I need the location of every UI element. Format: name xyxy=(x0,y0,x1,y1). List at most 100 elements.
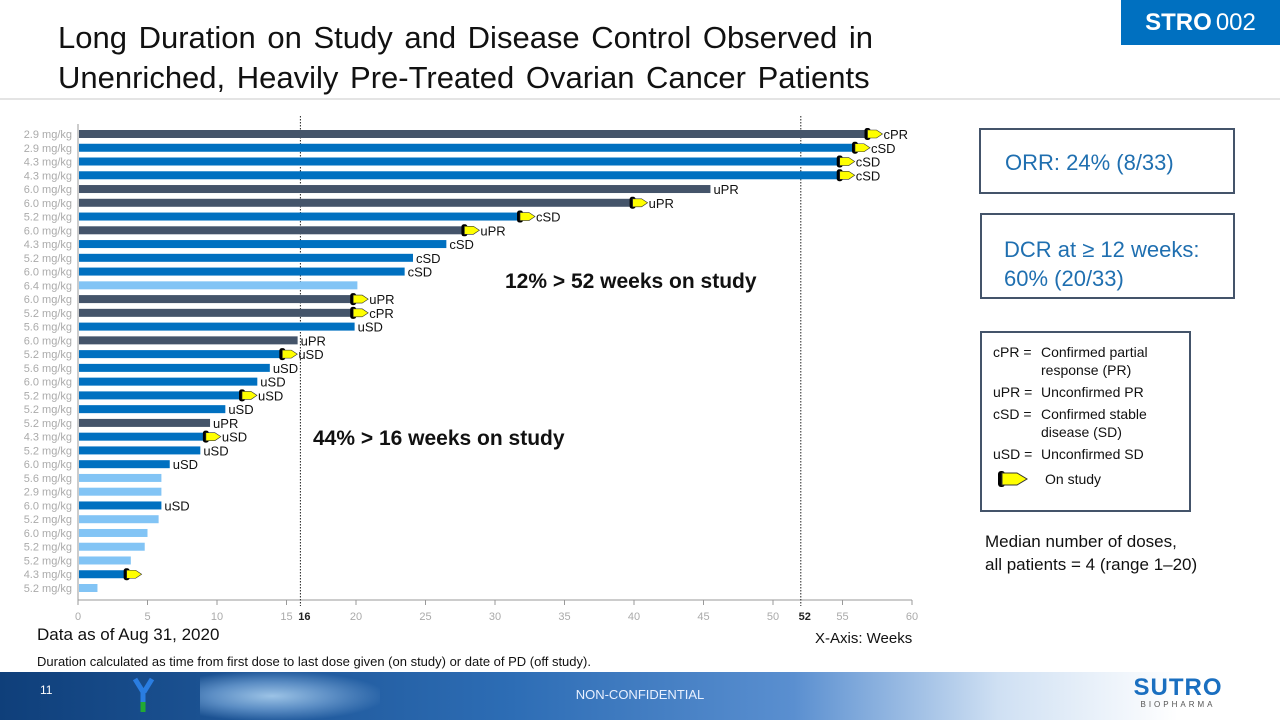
patient-bar xyxy=(79,130,868,138)
patient-bar xyxy=(79,487,162,496)
patient-bar xyxy=(79,405,226,414)
on-study-arrow-icon xyxy=(854,143,871,153)
dose-label: 6.0 mg/kg xyxy=(24,335,72,347)
median-line-2: all patients = 4 (range 1–20) xyxy=(985,555,1198,574)
orr-box: ORR: 24% (8/33) xyxy=(979,128,1235,194)
dose-label: 6.4 mg/kg xyxy=(24,280,72,292)
on-study-label: On study xyxy=(1045,471,1102,487)
legend-item-cpr: cPR = Confirmed partial response (PR) xyxy=(993,343,1189,379)
response-label: uSD xyxy=(203,443,228,458)
response-label: cSD xyxy=(856,168,881,183)
legend-key: cPR = xyxy=(993,344,1032,360)
antibody-icon xyxy=(132,677,155,712)
on-study-arrow-icon xyxy=(126,569,143,579)
response-label: uSD xyxy=(358,320,383,335)
dose-label: 5.2 mg/kg xyxy=(24,253,72,265)
patient-bar xyxy=(79,460,170,469)
patient-bar xyxy=(79,185,711,194)
title-line-1: Long Duration on Study and Disease Contr… xyxy=(58,20,873,55)
patient-bar xyxy=(79,350,283,359)
patient-bar xyxy=(79,143,856,152)
dose-label: 5.6 mg/kg xyxy=(24,322,72,334)
response-label: uSD xyxy=(222,430,247,445)
legend-item-on-study: On study xyxy=(997,469,1189,489)
response-label: uSD xyxy=(164,498,189,513)
dose-label: 5.6 mg/kg xyxy=(24,473,72,485)
patient-bar xyxy=(79,473,162,482)
x-tick-label: 20 xyxy=(350,611,362,623)
dose-label: 2.9 mg/kg xyxy=(24,129,72,141)
on-study-arrow-icon xyxy=(241,391,258,400)
on-study-arrow-icon xyxy=(839,170,856,180)
study-badge: STRO 002 xyxy=(1121,0,1280,45)
on-study-arrow-icon xyxy=(839,157,856,166)
x-tick-label: 35 xyxy=(558,611,570,623)
response-label: uPR xyxy=(649,196,674,211)
patient-bar xyxy=(79,528,148,537)
on-study-arrow-icon xyxy=(867,129,884,139)
response-label: cSD xyxy=(408,265,433,280)
dcr-box: DCR at ≥ 12 weeks: 60% (20/33) xyxy=(980,213,1235,299)
response-label: uSD xyxy=(258,388,283,403)
response-label: cSD xyxy=(416,251,441,266)
legend-value: Confirmed partial response (PR) xyxy=(1041,344,1148,378)
dose-label: 6.0 mg/kg xyxy=(24,459,72,471)
x-tick-label: 30 xyxy=(489,611,501,623)
patient-bar xyxy=(79,308,354,317)
legend-value: Unconfirmed SD xyxy=(1041,446,1144,462)
confidentiality-label: NON-CONFIDENTIAL xyxy=(575,687,705,702)
dcr-line-2: 60% (20/33) xyxy=(1004,266,1124,291)
patient-bar xyxy=(79,377,258,386)
dose-label: 4.3 mg/kg xyxy=(24,432,72,444)
duration-footnote: Duration calculated as time from first d… xyxy=(37,654,591,669)
dose-label: 6.0 mg/kg xyxy=(24,184,72,196)
response-label: uSD xyxy=(298,347,323,362)
dose-label: 6.0 mg/kg xyxy=(24,225,72,237)
dose-label: 5.2 mg/kg xyxy=(24,514,72,526)
response-label: cSD xyxy=(536,210,561,225)
response-label: uPR xyxy=(369,292,394,307)
swimmer-chart: 0 5 10 15 20 25 30 35 40 45 50 55 60 16 52 2.9 mg/kg cPR… xyxy=(24,116,918,623)
response-label: uSD xyxy=(260,375,285,390)
response-label: uSD xyxy=(273,361,298,376)
response-label: uSD xyxy=(228,402,253,417)
reference-label-16: 16 xyxy=(298,611,310,623)
data-as-of: Data as of Aug 31, 2020 xyxy=(37,625,220,644)
response-label: uSD xyxy=(173,457,198,472)
patient-bar xyxy=(79,253,413,262)
patient-bar xyxy=(79,446,201,455)
logo-main: SUTRO xyxy=(1133,674,1223,701)
x-tick-label: 60 xyxy=(906,611,918,623)
patient-bar xyxy=(79,336,298,345)
legend-value: Confirmed stable disease (SD) xyxy=(1041,406,1147,440)
patient-bar xyxy=(79,226,465,235)
x-tick-label: 0 xyxy=(75,611,81,623)
patient-bar xyxy=(79,240,447,249)
reference-label-52: 52 xyxy=(799,611,811,623)
dose-label: 5.2 mg/kg xyxy=(24,390,72,402)
dose-label: 5.2 mg/kg xyxy=(24,308,72,320)
x-tick-label: 25 xyxy=(419,611,431,623)
dcr-line-1: DCR at ≥ 12 weeks: xyxy=(1004,237,1200,262)
patient-bar xyxy=(79,501,162,510)
patient-bar xyxy=(79,432,206,441)
dose-label: 5.2 mg/kg xyxy=(24,542,72,554)
annotation-16-weeks: 44% > 16 weeks on study xyxy=(313,427,565,450)
response-label: uPR xyxy=(713,182,738,197)
legend-item-usd: uSD = Unconfirmed SD xyxy=(993,445,1189,463)
response-label: cPR xyxy=(884,127,909,142)
patient-bar xyxy=(79,570,127,579)
x-tick-label: 15 xyxy=(280,611,292,623)
logo-sub: BIOPHARMA xyxy=(1140,700,1216,709)
dose-label: 5.2 mg/kg xyxy=(24,212,72,224)
patient-bar xyxy=(79,556,131,565)
response-label: cSD xyxy=(871,141,896,156)
legend-key: cSD = xyxy=(993,406,1032,422)
on-study-arrow-icon xyxy=(519,212,536,221)
patient-bar xyxy=(79,171,840,180)
legend-value: Unconfirmed PR xyxy=(1041,384,1144,400)
dose-label: 4.3 mg/kg xyxy=(24,157,72,169)
dose-label: 6.0 mg/kg xyxy=(24,377,72,389)
dose-label: 6.0 mg/kg xyxy=(24,500,72,512)
x-tick-label: 55 xyxy=(836,611,848,623)
